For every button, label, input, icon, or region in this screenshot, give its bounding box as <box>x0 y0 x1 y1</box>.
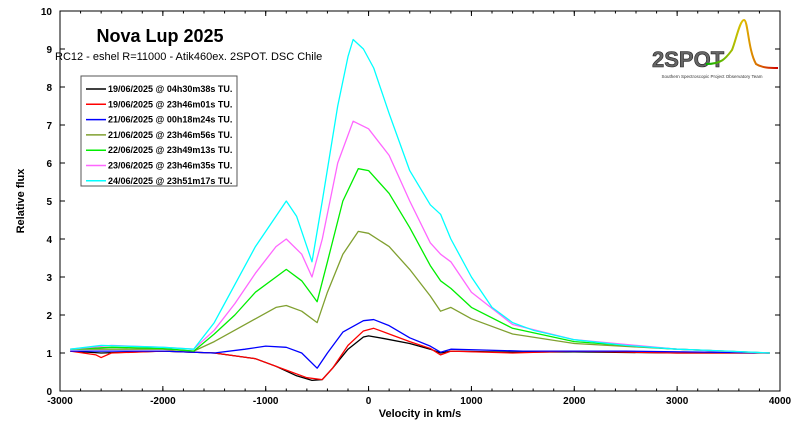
x-tick-label: 0 <box>366 396 372 407</box>
y-tick-label: 0 <box>46 387 52 398</box>
svg-text:2SPOT: 2SPOT <box>652 47 725 72</box>
y-axis-label: Relative flux <box>15 168 27 234</box>
legend-label: 21/06/2025 @ 00h18m24s TU. <box>108 115 232 125</box>
y-tick-label: 10 <box>41 7 53 18</box>
legend-label: 19/06/2025 @ 04h30m38s TU. <box>108 84 232 94</box>
x-tick-label: -3000 <box>47 396 73 407</box>
legend-label: 19/06/2025 @ 23h46m01s TU. <box>108 99 232 109</box>
x-tick-label: -2000 <box>150 396 176 407</box>
series-line-4 <box>70 168 770 354</box>
series-line-1 <box>70 327 770 381</box>
legend-label: 23/06/2025 @ 23h46m35s TU. <box>108 161 232 171</box>
x-axis-label: Velocity in km/s <box>379 408 462 420</box>
x-tick-label: 2000 <box>563 396 586 407</box>
y-tick-label: 5 <box>46 197 52 208</box>
y-tick-label: 8 <box>46 83 52 94</box>
y-tick-label: 4 <box>46 235 52 246</box>
x-tick-label: -1000 <box>253 396 279 407</box>
series-line-5 <box>70 120 770 354</box>
series-line-2 <box>70 318 770 369</box>
x-tick-label: 3000 <box>666 396 689 407</box>
chart-subtitle: RC12 - eshel R=11000 - Atik460ex. 2SPOT.… <box>55 51 322 63</box>
y-tick-label: 6 <box>46 159 52 170</box>
legend-label: 21/06/2025 @ 23h46m56s TU. <box>108 130 232 140</box>
2spot-logo: 2SPOT Southern Spectroscopic Project Obs… <box>652 18 779 79</box>
y-tick-label: 9 <box>46 45 52 56</box>
legend-box <box>80 75 238 187</box>
series-line-6 <box>70 38 770 354</box>
y-tick-label: 3 <box>46 273 52 284</box>
y-tick-label: 7 <box>46 121 52 132</box>
legend-label: 22/06/2025 @ 23h49m13s TU. <box>108 145 232 155</box>
series-line-3 <box>70 230 770 354</box>
y-tick-label: 2 <box>46 311 52 322</box>
svg-text:Southern Spectroscopic Project: Southern Spectroscopic Project Observato… <box>662 74 763 79</box>
x-tick-label: 1000 <box>460 396 483 407</box>
x-tick-label: 4000 <box>769 396 792 407</box>
legend-label: 24/06/2025 @ 23h51m17s TU. <box>108 176 232 186</box>
y-tick-label: 1 <box>46 349 52 360</box>
chart-title: Nova Lup 2025 <box>96 26 223 46</box>
